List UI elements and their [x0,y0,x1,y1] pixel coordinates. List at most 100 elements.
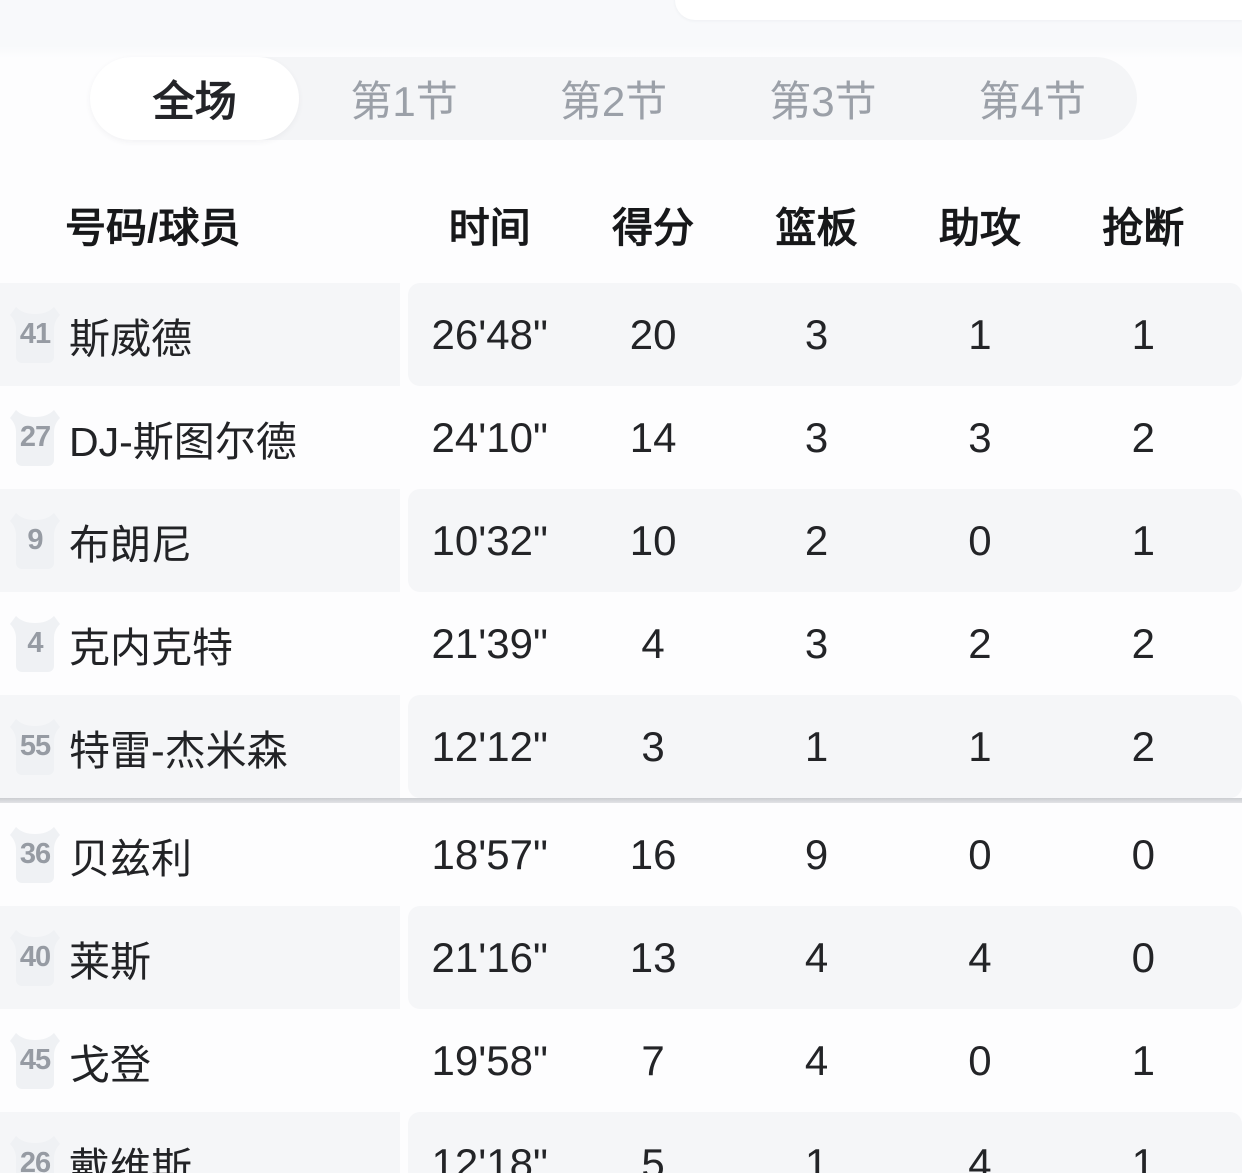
player-row[interactable]: 27 DJ-斯图尔德 24'10" 14 3 3 2 [0,386,1242,489]
stat-assists: 1 [968,722,992,770]
box-score-table: 号码/球员 时间 得分 篮板 助攻 抢断 41 斯威德 26'48" 20 [0,165,1242,1173]
jersey-number: 40 [19,941,51,973]
top-band-fade [0,46,1242,58]
player-name: 克内克特 [69,624,233,671]
stat-time: 12'12" [431,722,548,770]
jersey-icon [10,306,60,363]
stat-assists: 0 [968,516,992,564]
jersey-badge: 40 [8,928,62,988]
stat-steals: 1 [1131,516,1155,564]
jersey-badge: 27 [8,408,62,468]
stat-time: 18'57" [431,830,548,878]
stat-rebounds: 3 [804,619,829,667]
stat-time: 12'18" [431,1139,548,1173]
stat-rebounds: 1 [804,1139,829,1173]
player-name: 特雷-杰米森 [69,727,288,774]
player-name: 斯威德 [69,315,192,362]
stat-points: 13 [629,933,677,981]
jersey-icon [10,512,60,569]
stat-steals: 1 [1131,1139,1155,1173]
stat-assists: 2 [968,619,992,667]
period-tabbar: 全场 第1节 第2节 第3节 第4节 [90,57,1137,140]
stat-time: 24'10" [431,413,548,461]
jersey-number: 45 [19,1044,51,1076]
stat-assists: 4 [968,1139,992,1173]
stat-steals: 2 [1131,413,1155,461]
jersey-badge: 55 [8,717,62,777]
stat-assists: 0 [968,1036,992,1084]
stat-assists: 3 [968,413,992,461]
player-row[interactable]: 40 莱斯 21'16" 13 4 4 0 [0,906,1242,1009]
header-player: 号码/球员 [65,205,241,251]
player-name: 戴维斯 [69,1144,192,1173]
jersey-badge: 4 [8,614,62,674]
jersey-number: 26 [19,1147,51,1173]
player-row[interactable]: 45 戈登 19'58" 7 4 0 1 [0,1009,1242,1112]
stat-points: 10 [629,516,677,564]
jersey-icon [10,409,60,466]
stat-time: 19'58" [431,1036,548,1084]
player-row[interactable]: 26 戴维斯 12'18" 5 1 4 1 [0,1112,1242,1173]
stat-rebounds: 1 [804,722,829,770]
stat-steals: 2 [1131,722,1155,770]
jersey-number: 55 [19,730,51,762]
stat-rebounds: 9 [804,830,829,878]
player-row[interactable]: 4 克内克特 21'39" 4 3 2 2 [0,592,1242,695]
header-points: 得分 [612,205,695,251]
player-name: DJ-斯图尔德 [69,418,297,465]
jersey-badge: 9 [8,511,62,571]
stat-assists: 4 [968,933,992,981]
player-name: 戈登 [69,1041,151,1088]
jersey-badge: 26 [8,1134,62,1173]
jersey-number: 9 [27,524,43,556]
stat-time: 10'32" [431,516,548,564]
jersey-number: 4 [27,627,43,659]
stat-points: 7 [641,1036,665,1084]
stat-time: 21'16" [431,933,548,981]
jersey-icon [10,615,60,672]
jersey-badge: 36 [8,825,62,885]
tab-full-game[interactable]: 全场 [90,57,300,140]
jersey-icon [10,929,60,986]
player-row[interactable]: 41 斯威德 26'48" 20 3 1 1 [0,283,1242,386]
player-row[interactable]: 9 布朗尼 10'32" 10 2 0 1 [0,489,1242,592]
stat-points: 16 [629,830,677,878]
jersey-icon [10,718,60,775]
jersey-number: 27 [19,421,51,453]
stat-steals: 0 [1131,830,1155,878]
jersey-number: 36 [19,838,51,870]
jersey-badge: 45 [8,1031,62,1091]
player-name: 莱斯 [69,938,151,985]
stat-time: 26'48" [431,310,548,358]
starters-bench-divider [0,798,1242,803]
top-right-sheet-edge [675,0,1242,20]
player-row[interactable]: 36 贝兹利 18'57" 16 9 0 0 [0,803,1242,906]
player-row[interactable]: 55 特雷-杰米森 12'12" 3 1 1 2 [0,695,1242,798]
header-rebounds: 篮板 [775,205,858,251]
stat-points: 5 [641,1139,665,1173]
tab-quarter-1[interactable]: 第1节 [350,78,458,125]
stat-rebounds: 2 [804,516,829,564]
stat-points: 3 [641,722,665,770]
stat-rebounds: 4 [804,933,829,981]
stat-rebounds: 4 [804,1036,829,1084]
player-name: 布朗尼 [69,521,192,568]
stat-points: 14 [629,413,677,461]
stat-assists: 0 [968,830,992,878]
stat-rebounds: 3 [804,310,829,358]
table-header: 号码/球员 时间 得分 篮板 助攻 抢断 [0,165,1242,283]
tab-quarter-2[interactable]: 第2节 [559,78,668,125]
stat-points: 20 [629,310,677,358]
stat-rebounds: 3 [804,413,829,461]
stat-time: 21'39" [431,619,548,667]
tab-quarter-3[interactable]: 第3节 [769,78,877,125]
stat-steals: 1 [1131,310,1155,358]
tab-quarter-4[interactable]: 第4节 [978,78,1086,125]
jersey-number: 41 [19,318,51,350]
header-steals: 抢断 [1102,205,1185,251]
stat-steals: 1 [1131,1036,1155,1084]
jersey-badge: 41 [8,305,62,365]
jersey-icon [10,1135,60,1173]
stat-steals: 0 [1131,933,1155,981]
